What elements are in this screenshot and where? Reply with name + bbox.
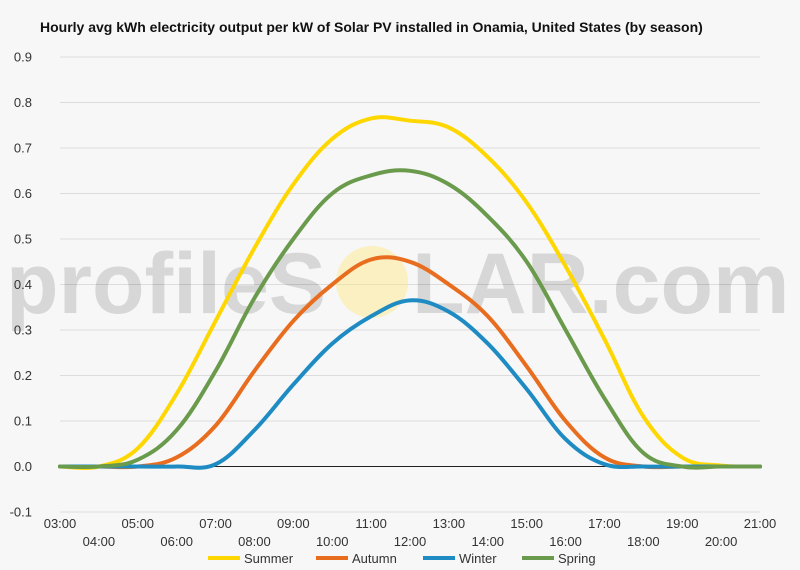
legend: Summer Autumn Winter Spring [208,551,596,566]
x-tick-label: 11:00 [355,516,387,531]
watermark-text-left: profileS [6,236,326,332]
x-tick-label: 20:00 [705,534,738,549]
y-tick-label: 0.3 [14,323,32,338]
x-tick-label: 04:00 [83,534,116,549]
x-tick-label: 03:00 [44,516,77,531]
legend-label-summer: Summer [244,551,294,566]
series-line-spring [58,168,762,470]
x-tick-label: 12:00 [394,534,427,549]
legend-label-spring: Spring [558,551,596,566]
y-tick-label: 0.9 [14,50,32,65]
series-lines [58,115,762,470]
x-tick-label: 14:00 [472,534,505,549]
y-tick-label: 0.5 [14,232,32,247]
x-tick-label: 21:00 [744,516,777,531]
x-tick-label: 17:00 [588,516,621,531]
series-line-summer [58,115,762,470]
y-tick-label: 0.1 [14,414,32,429]
watermark-sun-icon [336,246,408,318]
y-tick-label: 0.4 [14,277,32,292]
y-tick-label: 0.2 [14,368,32,383]
x-axis-ticks: 03:00 04:00 05:00 06:00 07:00 08:00 09:00 10:00… [44,516,777,549]
grid-lines [60,56,760,513]
x-tick-label: 13:00 [433,516,466,531]
y-tick-label: 0.8 [14,95,32,110]
x-tick-label: 07:00 [199,516,232,531]
y-tick-label: -0.1 [10,505,32,520]
chart-title: Hourly avg kWh electricity output per kW… [40,19,703,35]
legend-label-autumn: Autumn [352,551,397,566]
series-line-winter [58,298,762,470]
x-tick-label: 19:00 [666,516,699,531]
y-tick-label: 0.0 [14,459,32,474]
x-tick-label: 05:00 [122,516,155,531]
x-tick-label: 18:00 [627,534,660,549]
y-axis-ticks: -0.1 0.0 0.1 0.2 0.3 0.4 0.5 0.6 0.7 0.8 0.9 [10,50,32,520]
x-tick-label: 09:00 [277,516,310,531]
legend-label-winter: Winter [459,551,497,566]
watermark-text-right: LAR.com [412,236,789,332]
y-tick-label: 0.7 [14,141,32,156]
x-tick-label: 10:00 [316,534,349,549]
x-tick-label: 16:00 [549,534,582,549]
x-tick-label: 08:00 [238,534,271,549]
x-tick-label: 15:00 [510,516,543,531]
y-tick-label: 0.6 [14,186,32,201]
x-tick-label: 06:00 [160,534,193,549]
